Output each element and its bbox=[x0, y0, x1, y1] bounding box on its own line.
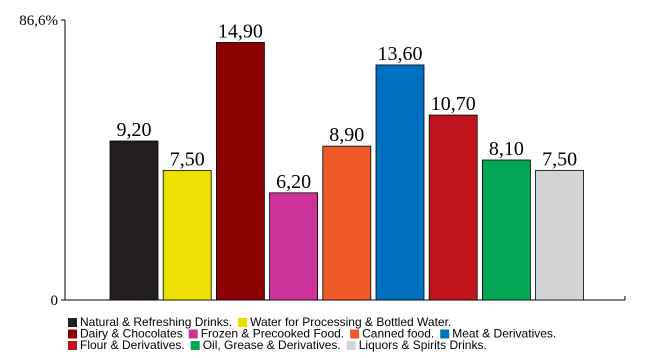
legend-swatch bbox=[440, 329, 450, 339]
bar bbox=[535, 169, 584, 301]
legend-swatch bbox=[68, 341, 77, 350]
value-label: 14,90 bbox=[218, 20, 263, 42]
value-label: 7,50 bbox=[170, 148, 205, 170]
legend-swatch bbox=[238, 318, 248, 327]
legend-label: Dairy & Chocolates bbox=[80, 327, 183, 341]
value-label: 9,20 bbox=[117, 119, 152, 141]
legend-swatch bbox=[190, 341, 200, 350]
legend-label: Natural & Refreshing Drinks. bbox=[80, 315, 232, 329]
legend-label: Liquors & Spirits Drinks. bbox=[359, 338, 487, 352]
value-label: 7,50 bbox=[542, 148, 577, 170]
legend-label: Oil, Grease & Derivatives. bbox=[203, 338, 341, 352]
bar bbox=[428, 114, 478, 301]
bar bbox=[481, 159, 531, 301]
bar bbox=[109, 140, 159, 301]
bar bbox=[375, 64, 425, 301]
legend-swatch bbox=[68, 318, 77, 327]
value-label: 8,90 bbox=[329, 124, 364, 146]
legend-label: Meat & Derivatives. bbox=[452, 327, 556, 341]
bar bbox=[215, 42, 265, 301]
legend-label: Canned food. bbox=[362, 327, 434, 341]
value-label: 8,10 bbox=[489, 138, 524, 160]
legend-label: Flour & Derivatives. bbox=[80, 338, 185, 352]
legend-swatch bbox=[346, 341, 356, 350]
bar bbox=[322, 145, 372, 301]
bar bbox=[162, 169, 212, 301]
legend-label: Frozen & Precooked Food. bbox=[201, 327, 344, 341]
legend-label: Water for Processing & Bottled Water. bbox=[250, 315, 451, 329]
legend-swatch bbox=[68, 329, 77, 339]
y-tick-label: 86,6% bbox=[19, 13, 58, 29]
y-tick-label: 0 bbox=[51, 293, 59, 309]
legend-swatch bbox=[350, 329, 360, 339]
legend-swatch bbox=[188, 329, 198, 339]
value-label: 13,60 bbox=[378, 43, 423, 65]
value-label: 10,70 bbox=[431, 93, 476, 115]
value-label: 6,20 bbox=[276, 171, 311, 193]
bar bbox=[269, 192, 319, 301]
